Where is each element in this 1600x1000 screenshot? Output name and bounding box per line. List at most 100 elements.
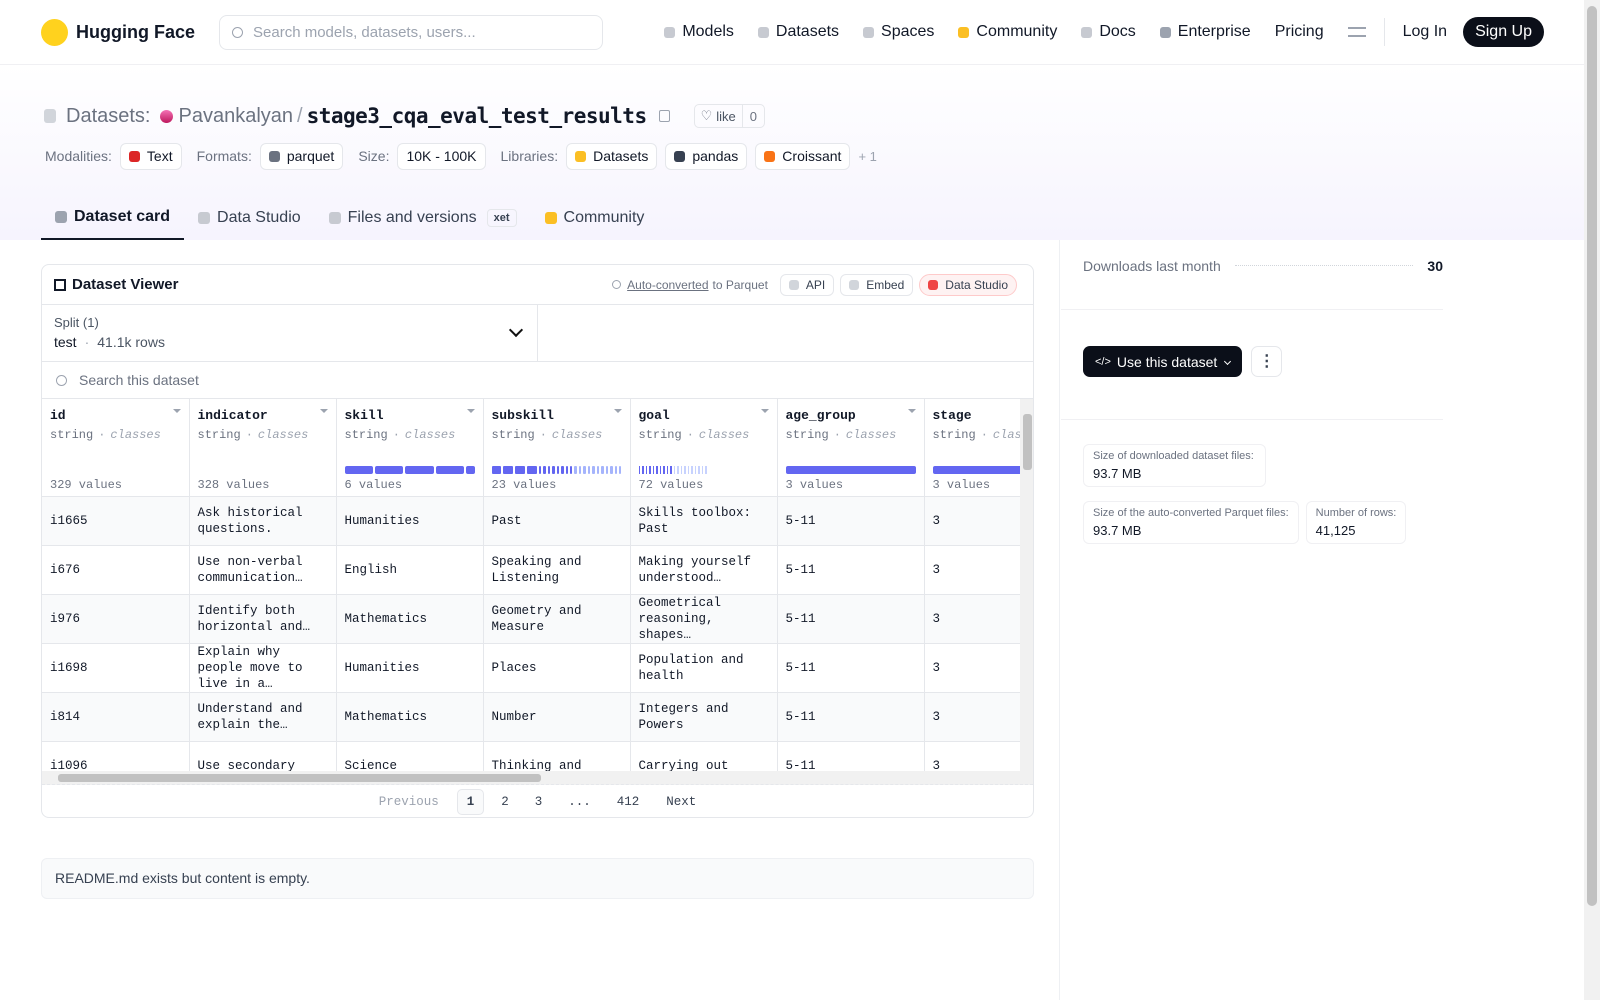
viewer-button-text: API <box>805 277 826 292</box>
viewer-button[interactable]: API <box>779 273 835 296</box>
histogram-bar <box>515 466 525 474</box>
histogram-bar <box>687 466 689 474</box>
column-type-separator: · <box>98 428 106 442</box>
histogram-bar <box>435 466 464 474</box>
tag-chip[interactable]: Datasets <box>566 142 658 170</box>
split-value: test · 41.1k rows <box>54 334 525 350</box>
search-placeholder: Search models, datasets, users... <box>253 23 476 41</box>
copy-icon[interactable] <box>658 110 670 122</box>
signup[interactable]: Sign Up <box>1463 17 1544 47</box>
histogram-bar <box>673 466 675 474</box>
page-previous[interactable]: Previous <box>378 794 439 809</box>
viewer-button[interactable]: Embed <box>840 273 914 296</box>
column-type: string · classes <box>492 428 622 442</box>
sort-icon <box>760 409 769 419</box>
column-header[interactable]: indicator string · classes 328 values <box>189 399 337 497</box>
tab[interactable]: Community <box>531 196 659 240</box>
tabs: Dataset card Data Studio Files and version… <box>41 196 658 240</box>
login[interactable]: Log In <box>1402 23 1448 40</box>
icon <box>674 150 686 162</box>
viewer-button-text: Data Studio <box>945 277 1008 292</box>
cell: 3 <box>924 741 1033 771</box>
column-header[interactable]: subskill string · classes 23 values <box>483 399 631 497</box>
search-box[interactable]: Search models, datasets, users... <box>219 14 604 50</box>
navbar: Hugging Face Search models, datasets, use… <box>0 0 1584 65</box>
column-type-separator: · <box>539 428 547 442</box>
column-header[interactable]: skill string · classes 6 values <box>336 399 484 497</box>
nav-link[interactable]: Spaces <box>863 23 934 41</box>
icon <box>128 150 140 162</box>
logo[interactable]: Hugging Face <box>41 18 195 46</box>
histogram-bar <box>374 466 404 474</box>
viewer-button[interactable]: Data Studio <box>919 273 1017 296</box>
histogram <box>932 466 1033 474</box>
viewer-search[interactable]: Search this dataset <box>42 362 1033 399</box>
histogram <box>344 466 475 474</box>
data-row[interactable]: i676 Use non-verbal communication… English… <box>42 545 1033 595</box>
nav-link[interactable]: Community <box>958 23 1057 41</box>
column-name: goal <box>638 408 670 423</box>
cell: 5-11 <box>777 496 925 546</box>
data-row[interactable]: i1665 Ask historical questions. Humanities… <box>42 496 1033 546</box>
page-link[interactable]: ... <box>568 794 591 809</box>
column-header[interactable]: age_group string · classes 3 values <box>777 399 925 497</box>
nav-link-text: Enterprise <box>1177 23 1251 40</box>
cell: i676 <box>42 545 190 595</box>
auto-converted[interactable]: Auto-converted <box>627 277 709 292</box>
sort-icon <box>319 409 328 419</box>
tag-chip[interactable]: 10K - 100K <box>397 142 486 170</box>
use-dataset-button[interactable]: </> Use this dataset <box>1083 346 1243 377</box>
column-header[interactable]: id string · classes 329 values <box>42 399 190 497</box>
column-type-separator: · <box>980 428 988 442</box>
data-row[interactable]: i976 Identify both horizontal and… Mathema… <box>42 594 1033 644</box>
stat-card: Size of downloaded dataset files: 93.7 MB <box>1083 444 1266 487</box>
viewer-button-text: Embed <box>866 277 905 292</box>
tag-chip[interactable]: parquet <box>259 142 344 170</box>
tab[interactable]: Dataset card <box>41 196 185 240</box>
nav-link[interactable]: Pricing <box>1275 23 1324 41</box>
tab-text: Data Studio <box>217 209 301 226</box>
data-row[interactable]: i1698 Explain why people move to live in … <box>42 643 1033 693</box>
nav-link[interactable]: Models <box>664 23 734 41</box>
data-row[interactable]: i1096 Use secondary Science Thinking and Car… <box>42 741 1033 771</box>
tab[interactable]: Files and versions xet <box>315 196 531 240</box>
histogram-bar <box>680 466 682 474</box>
nav-link[interactable]: Enterprise <box>1159 23 1251 41</box>
column-kind: classes <box>845 428 897 442</box>
stat-value: 93.7 MB <box>1093 466 1142 481</box>
split-select[interactable]: Split (1) test · 41.1k rows <box>42 305 538 361</box>
histogram-bar <box>405 466 434 474</box>
tag-chip[interactable]: Croissant <box>755 142 851 170</box>
repo-owner[interactable]: Pavankalyan <box>178 104 294 127</box>
page-link[interactable]: 412 <box>616 794 640 809</box>
tag-chip[interactable]: pandas <box>665 142 748 170</box>
histogram-bar <box>466 466 475 474</box>
split-rows: 41.1k rows <box>97 334 165 350</box>
page-link[interactable]: 1 <box>456 788 485 815</box>
page-link[interactable]: 3 <box>534 794 543 809</box>
tags-more[interactable]: + 1 <box>858 148 877 164</box>
histogram-bar <box>592 466 595 474</box>
histogram-bar <box>698 466 700 474</box>
like-button[interactable]: ♡ like 0 <box>693 104 765 128</box>
nav-link[interactable]: Datasets <box>757 23 839 41</box>
cell: 5-11 <box>777 741 925 771</box>
histogram <box>50 466 181 474</box>
column-header[interactable]: goal string · classes 72 values <box>630 399 778 497</box>
page-link[interactable]: 2 <box>501 794 509 809</box>
tag-chip[interactable]: Text <box>119 142 182 170</box>
histogram-bar <box>932 466 1033 474</box>
data-row[interactable]: i814 Understand and explain the… Mathemati… <box>42 692 1033 742</box>
caret <box>1224 357 1232 366</box>
nav-link[interactable]: Docs <box>1081 23 1136 41</box>
page-next[interactable]: Next <box>666 794 697 809</box>
menu-icon[interactable] <box>1347 27 1366 37</box>
search-icon <box>56 374 67 386</box>
cell: i814 <box>42 692 190 742</box>
cell: 5-11 <box>777 594 925 644</box>
more-button[interactable]: ⋮ <box>1251 346 1283 377</box>
repo-name[interactable]: stage3_cqa_eval_test_results <box>306 104 648 128</box>
stat-card: Number of rows: 41,125 <box>1305 501 1407 544</box>
tab[interactable]: Data Studio <box>184 196 315 240</box>
